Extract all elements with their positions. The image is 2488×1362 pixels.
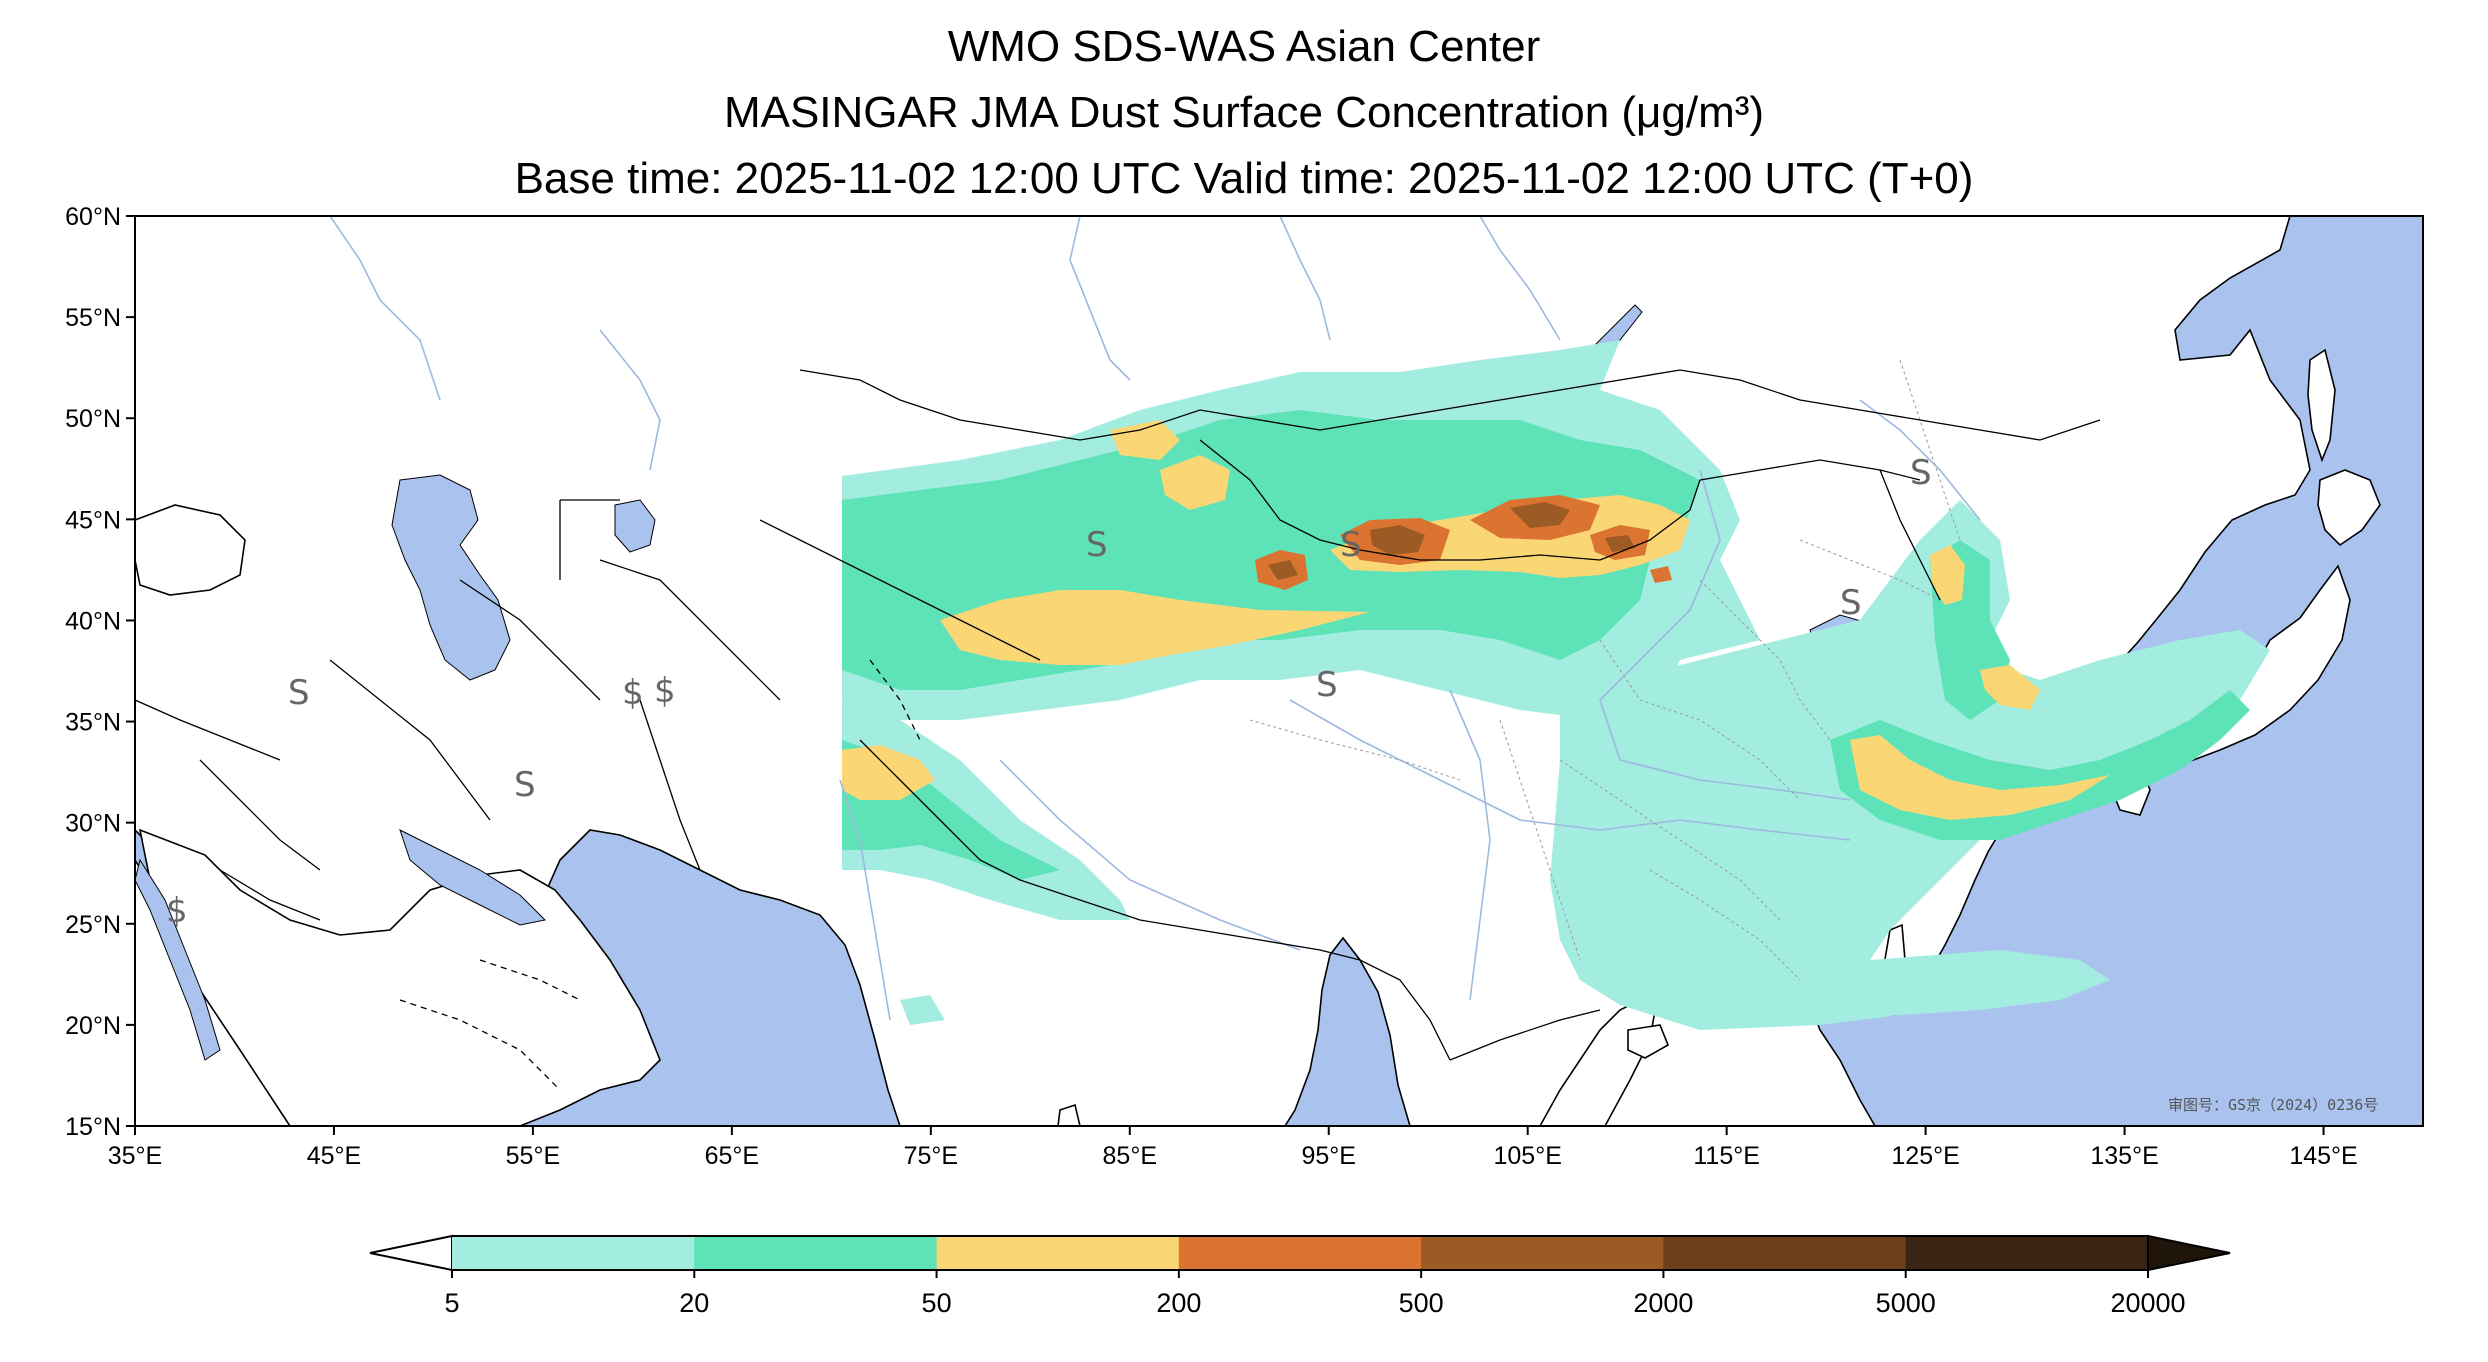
dust-band-500-2000-gobi3 <box>1605 535 1635 552</box>
dust-band-50-200-dzungaria <box>1110 420 1180 460</box>
dust-band-50-200-taklimakan <box>940 590 1370 665</box>
lat-tick-label: 25°N <box>65 911 121 939</box>
lat-tick-label: 30°N <box>65 810 121 838</box>
longitude-axis: 35°E 45°E 55°E 65°E 75°E 85°E 95°E 105°E 115°E 12… <box>108 1126 2358 1170</box>
dust-storm-symbol: $ <box>654 671 676 711</box>
title-line-2: MASINGAR JMA Dust Surface Concentration … <box>723 88 1765 137</box>
lon-tick-label: 55°E <box>506 1142 560 1170</box>
dust-band-50-200-kazakh <box>1160 455 1230 510</box>
sand-dust-symbols: S S S S S S S $ $ $ <box>166 453 1932 931</box>
lon-tick-label: 75°E <box>904 1142 958 1170</box>
colorbar-over-arrow <box>2147 1234 2231 1272</box>
dust-storm-symbol: S <box>1340 525 1362 565</box>
dust-band-200-500-small <box>1650 566 1672 583</box>
lat-tick-label: 20°N <box>65 1012 121 1040</box>
caspian-sea <box>391 474 511 681</box>
dust-storm-symbol: $ <box>622 673 644 713</box>
colorbar-segment <box>1663 1236 1907 1270</box>
lon-tick-label: 45°E <box>307 1142 361 1170</box>
dust-storm-symbol: S <box>1086 525 1108 565</box>
colorbar-tick-label: 200 <box>1156 1288 1201 1318</box>
lon-tick-label: 115°E <box>1693 1142 1760 1170</box>
title-line-1: WMO SDS-WAS Asian Center <box>947 22 1541 71</box>
japan-hokkaido <box>2317 469 2381 547</box>
colorbar-segment <box>452 1236 695 1270</box>
dust-band-50-200-pakistan <box>842 745 935 800</box>
dust-storm-symbol: S <box>1840 583 1862 623</box>
lon-tick-label: 105°E <box>1494 1142 1562 1170</box>
lon-tick-label: 35°E <box>108 1142 162 1170</box>
colorbar-tick-label: 2000 <box>1633 1288 1693 1318</box>
aral-sea <box>614 499 656 553</box>
colorbar-tick-label: 5000 <box>1876 1288 1936 1318</box>
title-line-3: Base time: 2025-11-02 12:00 UTC Valid ti… <box>514 154 1974 203</box>
dust-storm-symbol: S <box>514 765 536 805</box>
lon-tick-label: 135°E <box>2090 1142 2158 1170</box>
dust-band-5-20-west <box>842 700 1130 920</box>
dust-band-50-200-china-east <box>1850 735 2110 820</box>
dust-band-500-2000-hexi <box>1268 560 1298 580</box>
lat-tick-label: 40°N <box>65 607 121 635</box>
colorbar: 5 20 50 200 500 2000 5000 20000 <box>369 1234 2231 1318</box>
dust-storm-symbol: S <box>1316 665 1338 705</box>
map-panel: S S S S S S S $ $ $ 审图号：GS京（2024）0236号 <box>135 216 2423 1126</box>
map-title: WMO SDS-WAS Asian Center MASINGAR JMA Du… <box>0 14 2488 212</box>
map-approval-number: 审图号：GS京（2024）0236号 <box>2168 1096 2378 1114</box>
dust-band-50-200-korea <box>1930 545 1965 605</box>
persian-gulf <box>399 829 547 926</box>
colorbar-segment <box>1905 1236 2149 1270</box>
lon-tick-label: 95°E <box>1301 1142 1355 1170</box>
arabian-peninsula <box>138 828 661 1126</box>
colorbar-segment <box>1178 1236 1422 1270</box>
hainan-island <box>1627 1024 1670 1059</box>
lat-tick-label: 35°N <box>65 709 121 737</box>
sakhalin-island <box>2307 348 2336 463</box>
dust-band-50-200-yellowsea <box>1980 665 2040 710</box>
red-sea <box>135 858 221 1061</box>
lat-tick-label: 50°N <box>65 405 121 433</box>
colorbar-tick-label: 50 <box>922 1288 952 1318</box>
dust-storm-symbol: $ <box>166 891 188 931</box>
colorbar-segment <box>1421 1236 1664 1270</box>
colorbar-under-arrow <box>369 1234 453 1272</box>
map-frame <box>134 215 2424 1127</box>
lon-tick-label: 65°E <box>705 1142 759 1170</box>
lat-tick-label: 60°N <box>65 203 121 231</box>
dust-band-500-2000-gobi2 <box>1510 502 1570 528</box>
colorbar-tick-label: 5 <box>444 1288 459 1318</box>
colorbar-segment <box>936 1236 1180 1270</box>
colorbar-tick-label: 20 <box>679 1288 709 1318</box>
latitude-axis: 60°N 55°N 50°N 45°N 40°N 35°N 30°N 25°N 20°N 15°N <box>65 203 135 1141</box>
provincial-boundaries <box>1249 359 1961 981</box>
dust-storm-symbol: S <box>1910 453 1932 493</box>
lat-tick-label: 55°N <box>65 304 121 332</box>
colorbar-tick-label: 20000 <box>2110 1288 2185 1318</box>
lat-tick-label: 45°N <box>65 506 121 534</box>
black-sea <box>135 504 246 596</box>
lon-tick-label: 145°E <box>2289 1142 2357 1170</box>
colorbar-segment <box>694 1236 938 1270</box>
dust-storm-symbol: S <box>288 673 310 713</box>
dust-band-5-20-india <box>900 995 945 1025</box>
lat-tick-label: 15°N <box>65 1113 121 1141</box>
colorbar-outline <box>452 1235 2148 1271</box>
sri-lanka <box>1057 1103 1081 1126</box>
dust-band-500-2000-gobi1 <box>1370 525 1425 555</box>
colorbar-tick-label: 500 <box>1399 1288 1444 1318</box>
country-borders <box>135 369 2101 1091</box>
lon-tick-label: 125°E <box>1891 1142 1959 1170</box>
lon-tick-label: 85°E <box>1103 1142 1157 1170</box>
rivers <box>329 216 1981 1021</box>
